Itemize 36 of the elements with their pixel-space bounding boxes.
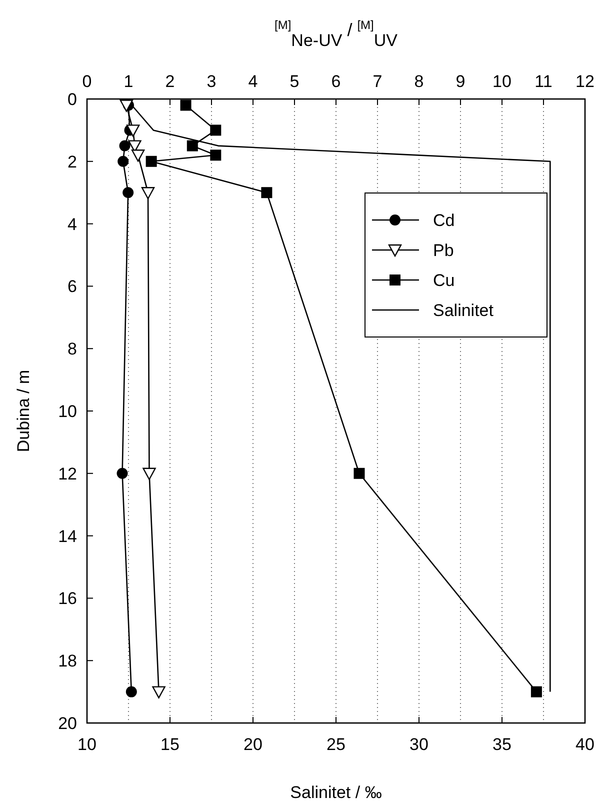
y-tick-label: 4	[68, 214, 77, 234]
y-tick-label: 2	[68, 152, 77, 172]
x2-tick-label: 6	[331, 72, 341, 91]
x-tick-label: 30	[410, 735, 428, 754]
x2-tick-label: 2	[165, 72, 175, 91]
legend-label: Cu	[433, 271, 455, 290]
y-tick-label: 6	[68, 277, 77, 296]
x2-tick-label: 9	[456, 72, 466, 91]
y-tick-label: 0	[68, 90, 77, 109]
x2-tick-label: 1	[124, 72, 134, 91]
y-tick-label: 14	[58, 526, 77, 546]
legend-label: Cd	[433, 211, 455, 230]
y-tick-label: 18	[58, 652, 77, 671]
x-tick-label: 35	[492, 735, 512, 754]
y-tick-label: 12	[58, 464, 77, 484]
y-tick-label: 10	[58, 402, 77, 421]
legend-label: Salinitet	[433, 301, 494, 320]
y-tick-label: 8	[68, 340, 77, 359]
x-tick-label: 40	[576, 735, 594, 754]
x2-tick-label: 8	[414, 72, 424, 91]
x2-tick-label: 10	[492, 72, 512, 91]
x2-tick-label: 11	[534, 72, 552, 91]
y-tick-label: 20	[58, 714, 77, 733]
x-axis-title: Salinitet / ‰	[290, 783, 382, 802]
x2-tick-label: 7	[372, 72, 382, 91]
legend-label: Pb	[433, 241, 454, 260]
x-tick-label: 15	[160, 735, 180, 754]
y-tick-label: 16	[58, 589, 77, 608]
x2-tick-label: 0	[82, 72, 92, 91]
x-tick-label: 20	[244, 735, 262, 754]
x-tick-label: 25	[326, 735, 346, 754]
x2-tick-label: 5	[290, 72, 300, 91]
x2-tick-label: 4	[248, 72, 258, 91]
x2-tick-label: 3	[206, 72, 216, 91]
y-axis-title: Dubina / m	[14, 370, 33, 452]
x2-tick-label: 12	[576, 72, 594, 91]
